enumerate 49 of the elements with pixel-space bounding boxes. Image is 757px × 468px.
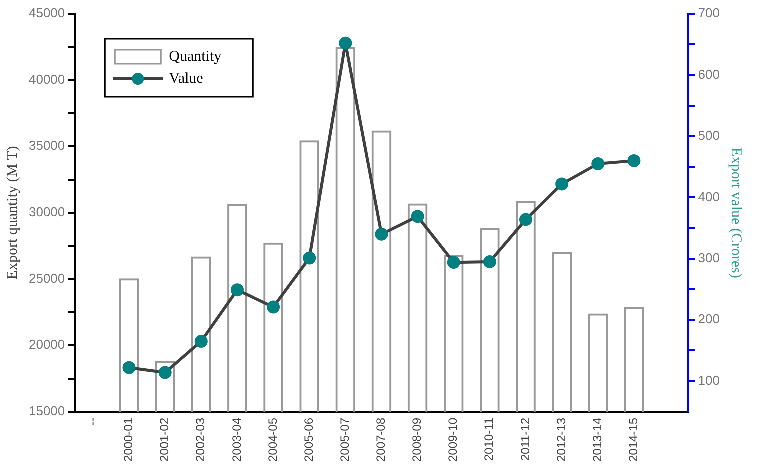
point [411,210,424,224]
y-tick-label: 25000 [28,270,66,286]
point [303,252,316,265]
point [447,256,460,270]
y2-tick-label: 100 [698,372,720,388]
y-axis-title: Export quantity (M T) [4,146,21,280]
point [158,366,172,380]
point [375,228,388,241]
x-tick-label: 2014-15 [626,418,641,462]
y-tick-label: 45000 [28,6,66,21]
x-tick-label: 2002-03 [194,418,208,462]
x-tick-label: 2010-11 [482,418,496,462]
y2-tick-label: 600 [698,66,720,82]
x-tick-label: 2000-01 [122,418,136,462]
y2-tick-label: 500 [698,128,720,144]
y-tick-label: 20000 [28,337,66,352]
y-tick-label: 30000 [28,204,66,220]
y-tick-label: 40000 [28,72,66,87]
point [520,213,533,226]
legend-label: Quantity [169,48,222,65]
point [483,255,496,268]
x-tick-label: 2008-09 [410,418,424,462]
point [122,361,136,374]
x-tick-label: 2009-10 [446,418,460,462]
x-tick-label: 2005-07 [338,418,352,462]
y2-tick-label: 300 [698,250,720,266]
y-tick-label: 15000 [28,404,66,419]
point [194,335,208,348]
y-tick-label: 35000 [28,138,66,154]
x-tick-label: 2004-05 [266,418,280,462]
x-tick-label: 2005-06 [302,418,316,462]
legend-label: Value [169,70,204,87]
x-tick-label: 2012-13 [554,418,568,462]
point [230,284,244,297]
point [267,300,280,314]
x-tick-label: 2001-02 [158,418,172,462]
x-tick-label: 2007-08 [374,418,388,462]
point [556,178,569,191]
point [339,36,352,50]
x-tick-label: 2003-04 [230,418,244,462]
y2-tick-label: 700 [698,6,720,21]
x-tick-label: -- [85,418,100,426]
x-tick-label: 2011-12 [518,418,532,462]
y2-tick-label: 200 [698,312,720,327]
y2-axis-title: Export value (Crores) [728,148,744,278]
point [592,158,605,170]
x-tick-label: 2013-14 [590,418,604,462]
y2-tick-label: 400 [698,189,720,204]
point [628,154,641,168]
